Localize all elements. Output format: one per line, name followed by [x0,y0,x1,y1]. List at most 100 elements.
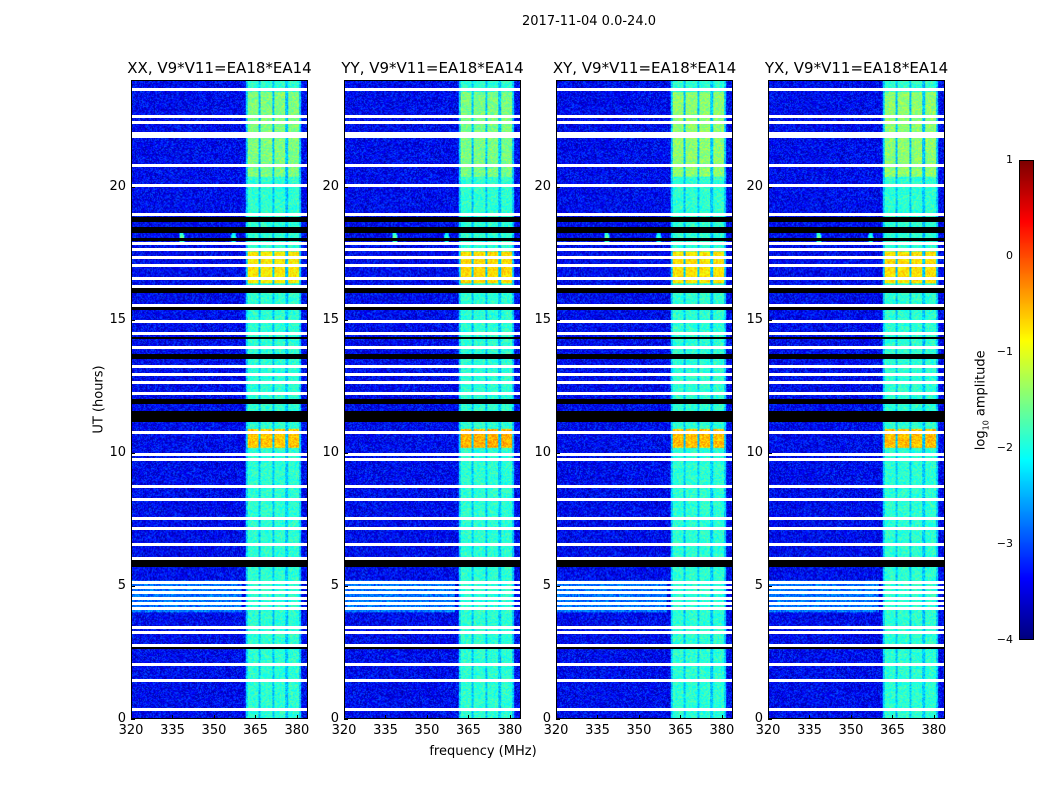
flagged-row [132,543,307,547]
x-tick-label: 380 [284,723,310,738]
flagged-row [132,331,307,335]
x-tick-mark [933,715,935,719]
flagged-row [557,452,732,456]
flagged-row [557,498,732,501]
flagged-row [345,255,520,259]
flagged-row-dark [345,227,520,233]
colorbar-tick-label: −2 [996,441,1013,454]
flagged-row [769,601,944,605]
flagged-row [345,114,520,118]
flagged-row [557,331,732,335]
y-tick-label: 5 [754,577,763,593]
flagged-row-dark [132,353,307,360]
flagged-row [769,391,944,395]
y-tick-mark [768,452,772,454]
flagged-row [557,679,732,683]
flagged-row [345,134,520,138]
flagged-row [557,247,732,251]
flagged-row [769,591,944,595]
flagged-row [557,596,732,600]
y-tick-label: 0 [542,711,551,726]
flagged-row [769,708,944,712]
flagged-row [769,372,944,376]
flagged-row [132,134,307,138]
flagged-row [769,596,944,600]
y-tick-label: 10 [746,444,763,460]
flagged-row [345,183,520,187]
flagged-row [769,498,944,501]
flagged-row-dark [345,399,520,405]
flagged-row [557,285,732,288]
flagged-row [345,585,520,589]
flagged-row-dark [345,411,520,422]
figure-title: 2017-11-04 0.0-24.0 [522,14,656,29]
x-tick-label: 335 [797,723,822,738]
x-tick-label: 380 [497,723,523,738]
flagged-row [345,452,520,456]
flagged-row [132,372,307,376]
spectrogram-panel [131,80,308,719]
flagged-row [132,255,307,259]
flagged-row [132,591,307,595]
panel-title: YY, V9*V11=EA18*EA14 [341,59,524,77]
flagged-row [557,644,732,648]
flagged-row [345,319,520,323]
flagged-row [345,364,520,368]
x-tick-mark [892,715,894,719]
flagged-row-dark [557,216,732,223]
x-tick-mark [509,715,511,719]
flagged-row-dark [769,399,944,405]
flagged-row [345,543,520,547]
colorbar-tick-label: 1 [1006,153,1013,166]
flagged-row [132,277,307,281]
flagged-row [557,631,732,635]
flagged-row [345,601,520,605]
flagged-row [557,580,732,584]
y-tick-mark [131,319,135,321]
flagged-row [557,391,732,395]
flagged-row-dark [769,227,944,233]
flagged-row [345,303,520,307]
flagged-row [769,285,944,288]
flagged-row-dark [345,560,520,567]
flagged-row-dark [557,399,732,405]
flagged-row [769,114,944,118]
y-tick-label: 5 [542,577,551,593]
colorbar-tick-label: −3 [996,537,1013,550]
flagged-row [132,625,307,629]
flagged-row [132,114,307,118]
x-tick-label: 320 [118,723,144,738]
flagged-row [345,580,520,584]
flagged-row [345,625,520,629]
flagged-row-dark [769,287,944,293]
flagged-row [132,556,307,560]
flagged-row [345,391,520,395]
spectrogram-panel [556,80,733,719]
flagged-row [132,498,307,501]
flagged-row-dark [345,336,520,340]
flagged-row [132,380,307,384]
x-tick-mark [385,715,387,719]
x-tick-label: 365 [880,723,905,738]
y-tick-label: 10 [322,444,339,460]
flagged-row-dark [132,336,307,340]
flagged-row [769,631,944,635]
x-tick-label: 320 [331,723,357,738]
flagged-row [345,607,520,611]
flagged-row [132,516,307,520]
flagged-row-dark [769,336,944,340]
x-tick-mark [680,715,682,719]
flagged-row [345,484,520,488]
flagged-row [769,516,944,520]
flagged-row [557,708,732,712]
flagged-row [132,484,307,488]
flagged-row [132,263,307,267]
flagged-row [132,527,307,531]
colorbar-tick-label: −4 [996,633,1013,646]
flagged-row [345,431,520,435]
flagged-row [132,580,307,584]
y-tick-label: 15 [109,311,126,327]
flagged-row [132,663,307,667]
y-tick-label: 0 [330,711,339,726]
